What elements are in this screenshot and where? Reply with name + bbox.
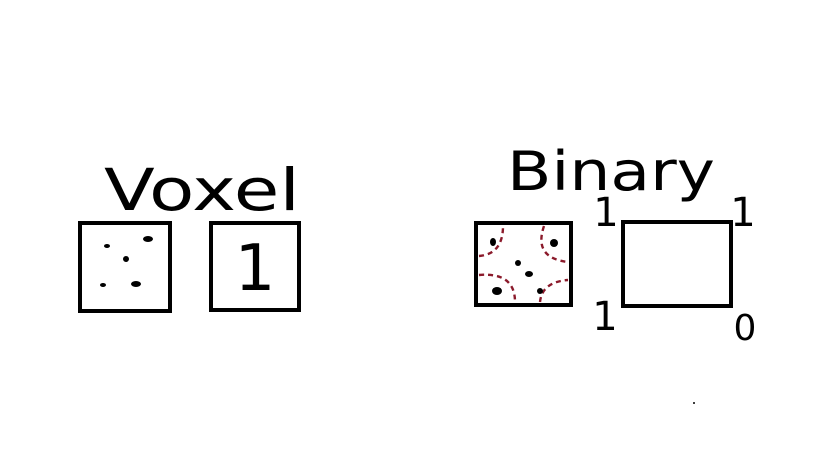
particle (550, 239, 558, 247)
binary-corner-grid: 1 1 1 0 (592, 190, 756, 349)
dashed-region-top-right (540, 225, 569, 264)
particle (123, 256, 129, 262)
particle (525, 271, 533, 277)
particle (515, 260, 521, 266)
voxel-value-box: 1 (209, 221, 301, 312)
dashed-region-top-left (478, 225, 505, 258)
particle (490, 238, 496, 246)
stray-dot (693, 402, 695, 404)
particle (492, 287, 502, 295)
dashed-region-bottom-right (538, 278, 569, 303)
voxel-particle-box (78, 221, 172, 313)
corner-bottom-right-value: 0 (734, 308, 757, 349)
voxel-value: 1 (235, 232, 276, 306)
particle (143, 236, 153, 242)
dashed-region-bottom-left (478, 273, 517, 303)
voxel-title: Voxel (104, 156, 300, 224)
corner-top-right-value: 1 (730, 190, 755, 236)
corner-top-left-value: 1 (593, 190, 618, 236)
binary-title: Binary (507, 140, 715, 203)
particle (537, 288, 543, 294)
binary-particle-box (474, 221, 573, 307)
particle (131, 281, 141, 287)
particle (104, 244, 110, 248)
corner-bottom-left-value: 1 (592, 294, 617, 340)
particle (100, 283, 106, 287)
